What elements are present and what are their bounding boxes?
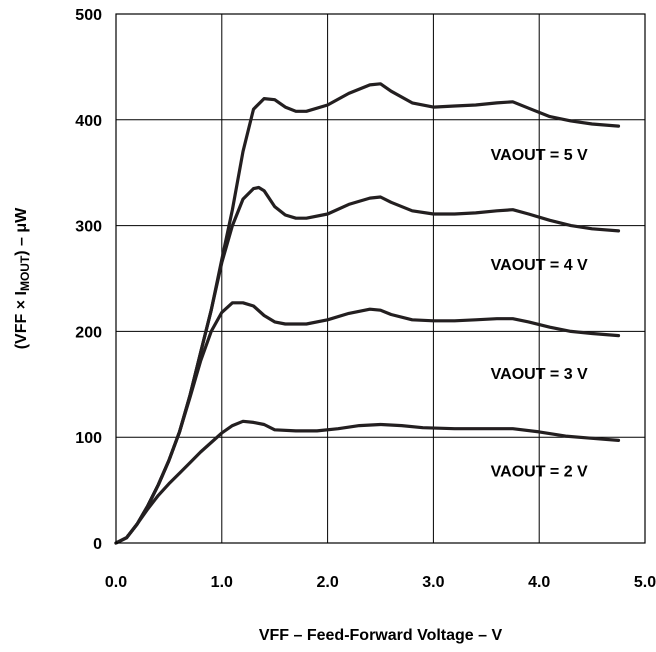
y-tick-label: 200 xyxy=(75,324,102,341)
plot-frame xyxy=(115,13,646,544)
series-line xyxy=(114,301,621,545)
y-tick-label: 400 xyxy=(75,113,102,130)
y-tick-label: 100 xyxy=(75,430,102,447)
y-axis-label-subscript: MOUT xyxy=(18,255,32,291)
x-tick-label: 5.0 xyxy=(634,574,656,591)
series-line xyxy=(114,419,621,545)
x-tick-label: 0.0 xyxy=(105,574,127,591)
y-axis-label: (VFF × IMOUT) – μW xyxy=(13,207,32,349)
series-layer xyxy=(114,82,621,545)
x-axis-label: VFF – Feed-Forward Voltage – V xyxy=(259,627,503,644)
series-label: VAOUT = 4 V xyxy=(491,257,588,274)
y-axis-label-prefix: (VFF × I xyxy=(13,291,30,349)
y-tick-label: 0 xyxy=(93,536,102,553)
x-tick-label: 2.0 xyxy=(316,574,338,591)
y-tick-label: 300 xyxy=(75,219,102,236)
series-label: VAOUT = 5 V xyxy=(491,147,588,164)
x-tick-label: 3.0 xyxy=(422,574,444,591)
series-label-layer: VAOUT = 5 V VAOUT = 4 V VAOUT = 3 V VAOUT =… xyxy=(491,147,588,480)
series-label: VAOUT = 2 V xyxy=(491,463,588,480)
series-label: VAOUT = 3 V xyxy=(491,366,588,383)
x-tick-label: 1.0 xyxy=(211,574,233,591)
x-tick-label: 4.0 xyxy=(528,574,550,591)
y-axis-label-suffix: ) – μW xyxy=(13,207,30,256)
y-tick-label: 500 xyxy=(75,7,102,24)
tick-label-layer: 0.0 1.0 2.0 3.0 4.0 5.0 0 100 200 300 400 500 xyxy=(75,7,656,591)
